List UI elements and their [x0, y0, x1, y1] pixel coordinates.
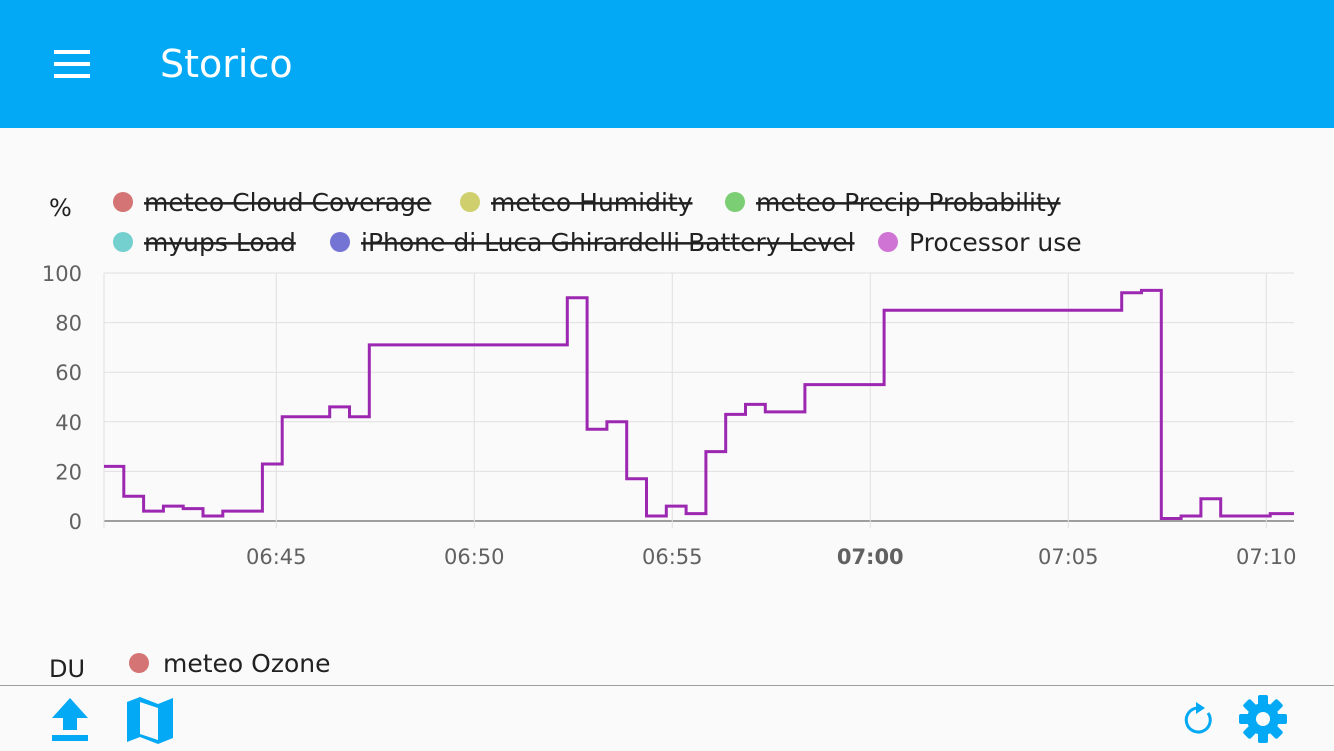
legend-label-1: meteo Humidity: [491, 188, 693, 217]
legend-dot-2: [725, 192, 745, 212]
x-tick-label-4: 07:05: [1038, 545, 1099, 569]
legend-label-2: meteo Precip Probability: [756, 188, 1061, 217]
y-tick-label-3: 60: [55, 361, 82, 385]
legend-dot-0: [113, 192, 133, 212]
bottom-toolbar: [0, 685, 1334, 751]
menu-icon-bar-3: [54, 74, 90, 78]
settings-icon: [1239, 695, 1287, 743]
legend-dot-5: [878, 232, 898, 252]
series-line-processor-use: [104, 288, 1294, 520]
map-button[interactable]: [122, 692, 178, 746]
legend-dot-1: [460, 192, 480, 212]
settings-button[interactable]: [1235, 692, 1291, 746]
y-tick-label-4: 80: [55, 312, 82, 336]
legend-dot-3: [113, 232, 133, 252]
menu-icon-bar-1: [54, 50, 90, 54]
x-tick-label-3: 07:00: [837, 545, 904, 569]
chart-grid: [103, 272, 1294, 528]
x-tick-label-2: 06:55: [642, 545, 703, 569]
legend-label-4: iPhone di Luca Ghirardelli Battery Level: [361, 228, 855, 257]
legend-label-5: Processor use: [909, 228, 1082, 257]
y-axis-unit-ozone: DU: [49, 655, 85, 683]
app-toolbar: Storico: [0, 0, 1334, 128]
menu-button[interactable]: [40, 36, 104, 92]
x-tick-label-0: 06:45: [246, 545, 307, 569]
legend-label-3: myups Load: [144, 228, 296, 257]
legend-dot-4: [330, 232, 350, 252]
upload-button[interactable]: [42, 692, 98, 746]
ozone-legend: meteo Ozone: [129, 649, 330, 678]
refresh-icon: [1184, 702, 1212, 734]
history-card: % meteo Cloud Coverage meteo Humidity mete…: [0, 128, 1334, 685]
map-icon: [127, 697, 173, 744]
x-tick-label-5: 07:10: [1236, 545, 1297, 569]
refresh-button[interactable]: [1172, 692, 1228, 746]
y-tick-label-5: 100: [42, 262, 82, 286]
chart-ticks: 0 20 40 60 80 100 06:45 06:50 06:55 07:00 07:05 07:…: [42, 262, 1297, 569]
chart-legend: meteo Cloud Coverage meteo Humidity meteo …: [113, 188, 1082, 257]
page-title: Storico: [160, 42, 293, 86]
x-tick-label-1: 06:50: [444, 545, 505, 569]
chart-series: [104, 288, 1294, 520]
y-tick-label-0: 0: [69, 510, 82, 534]
y-axis-unit: %: [49, 194, 72, 222]
percent-chart: % meteo Cloud Coverage meteo Humidity mete…: [42, 188, 1297, 683]
menu-icon-bar-2: [54, 62, 90, 66]
y-tick-label-1: 20: [55, 460, 82, 484]
y-tick-label-2: 40: [55, 411, 82, 435]
legend-label-0: meteo Cloud Coverage: [144, 188, 431, 217]
ozone-legend-label: meteo Ozone: [163, 649, 330, 678]
ozone-legend-dot: [129, 653, 149, 673]
upload-icon: [52, 698, 88, 741]
